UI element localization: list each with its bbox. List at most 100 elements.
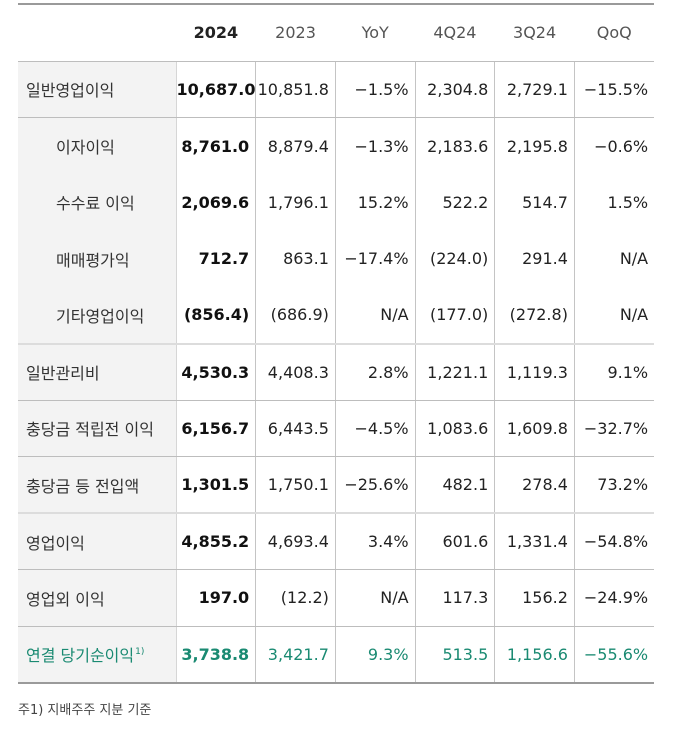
cell-2023: 1,750.1 <box>255 456 336 514</box>
footnote-marker: 1) <box>135 647 145 657</box>
header-label-cell <box>18 3 176 62</box>
cell-2024: 2,069.6 <box>181 192 250 212</box>
cell-4q24: 482.1 <box>414 456 495 514</box>
cell-yoy: −17.4% <box>334 230 416 287</box>
cell-3q24: 291.4 <box>494 230 575 287</box>
row-label: 수수료 이익 <box>18 174 177 231</box>
cell-4q24: 2,304.8 <box>414 61 495 118</box>
cell-2024: 8,761.0 <box>181 136 250 156</box>
cell-yoy: 9.3% <box>334 626 416 684</box>
cell-2024: 4,530.3 <box>176 343 256 401</box>
cell-qoq: −15.5% <box>573 61 655 118</box>
cell-2023: 6,443.5 <box>255 400 336 457</box>
cell-2023: 4,408.3 <box>255 343 336 401</box>
table-row: 영업이익 4,855.2 4,693.4 3.4% 601.6 1,331.4 … <box>18 513 655 570</box>
cell-4q24: (177.0) <box>414 287 495 345</box>
cell-4q24: (224.0) <box>414 230 495 287</box>
cell-yoy: N/A <box>334 287 416 345</box>
financial-summary-table: 2024 2023 YoY 4Q24 3Q24 QoQ 일반영업이익 10,68… <box>18 3 655 684</box>
cell-3q24: 1,119.3 <box>494 343 575 401</box>
row-label: 매매평가익 <box>18 230 177 287</box>
cell-yoy: 2.8% <box>334 343 416 401</box>
cell-4q24: 601.6 <box>414 513 495 570</box>
cell-4q24: 1,221.1 <box>414 343 495 401</box>
cell-3q24: 156.2 <box>494 569 575 627</box>
cell-yoy: N/A <box>334 569 416 627</box>
table-row: 영업외 이익 197.0 (12.2) N/A 117.3 156.2 −24.… <box>18 569 655 627</box>
cell-2024: 10,687.0 <box>176 61 256 118</box>
cell-2023: (12.2) <box>255 569 336 627</box>
header-2023: 2023 <box>255 3 336 62</box>
footnote: 주1) 지배주주 지분 기준 <box>18 703 152 718</box>
table-row: 이자이익 8,761.0 8,879.4 −1.3% 2,183.6 2,195… <box>18 117 655 174</box>
row-label: 기타영업이익 <box>18 287 177 345</box>
cell-yoy: −25.6% <box>334 456 416 514</box>
cell-2024: 3,738.8 <box>176 626 256 684</box>
cell-2024: 6,156.7 <box>176 400 256 457</box>
cell-3q24: 1,156.6 <box>494 626 575 684</box>
cell-3q24: 2,195.8 <box>494 117 575 174</box>
row-label: 일반관리비 <box>18 343 177 401</box>
row-label: 이자이익 <box>18 117 177 174</box>
table-row: 일반영업이익 10,687.0 10,851.8 −1.5% 2,304.8 2… <box>18 61 655 118</box>
table-row-net-income: 연결 당기순이익1) 3,738.8 3,421.7 9.3% 513.5 1,… <box>18 626 655 684</box>
row-label: 영업이익 <box>18 513 177 570</box>
cell-qoq: 9.1% <box>573 343 655 401</box>
cell-qoq: 73.2% <box>573 456 655 514</box>
cell-qoq: −54.8% <box>573 513 655 570</box>
header-qoq: QoQ <box>574 3 655 62</box>
cell-3q24: 1,331.4 <box>494 513 575 570</box>
cell-2023: (686.9) <box>255 287 336 345</box>
cell-4q24: 1,083.6 <box>414 400 495 457</box>
cell-2024: 712.7 <box>198 249 250 269</box>
cell-yoy: −1.5% <box>334 61 416 118</box>
cell-3q24: 1,609.8 <box>494 400 575 457</box>
row-label: 연결 당기순이익1) <box>18 626 177 684</box>
cell-3q24: 514.7 <box>494 174 575 231</box>
cell-3q24: 278.4 <box>494 456 575 514</box>
row-label: 충당금 적립전 이익 <box>18 400 177 457</box>
cell-qoq: 1.5% <box>573 174 655 231</box>
row-label: 일반영업이익 <box>18 61 177 118</box>
cell-2023: 3,421.7 <box>255 626 336 684</box>
row-label: 충당금 등 전입액 <box>18 456 177 514</box>
cell-qoq: −32.7% <box>573 400 655 457</box>
cell-qoq: N/A <box>573 230 655 287</box>
cell-2023: 1,796.1 <box>255 174 336 231</box>
cell-yoy: −4.5% <box>334 400 416 457</box>
row-label: 영업외 이익 <box>18 569 177 627</box>
cell-qoq: −24.9% <box>573 569 655 627</box>
cell-yoy: −1.3% <box>334 117 416 174</box>
cell-3q24: (272.8) <box>494 287 575 345</box>
header-3q24: 3Q24 <box>494 3 575 62</box>
table-header-row: 2024 2023 YoY 4Q24 3Q24 QoQ <box>18 3 655 62</box>
row-label-text: 연결 당기순이익 <box>26 646 135 665</box>
cell-2024: 4,855.2 <box>176 513 256 570</box>
cell-2023: 4,693.4 <box>255 513 336 570</box>
table-row: 충당금 등 전입액 1,301.5 1,750.1 −25.6% 482.1 2… <box>18 456 655 514</box>
cell-qoq: −55.6% <box>573 626 655 684</box>
header-yoy: YoY <box>335 3 416 62</box>
cell-4q24: 513.5 <box>414 626 495 684</box>
cell-qoq: N/A <box>573 287 655 345</box>
cell-3q24: 2,729.1 <box>494 61 575 118</box>
header-2024: 2024 <box>176 3 256 62</box>
table-row: 수수료 이익 2,069.6 1,796.1 15.2% 522.2 514.7… <box>18 174 655 231</box>
cell-4q24: 522.2 <box>414 174 495 231</box>
cell-2024: 197.0 <box>176 569 256 627</box>
table-row: 일반관리비 4,530.3 4,408.3 2.8% 1,221.1 1,119… <box>18 343 655 401</box>
table-row: 매매평가익 712.7 863.1 −17.4% (224.0) 291.4 N… <box>18 230 655 287</box>
cell-2023: 8,879.4 <box>255 117 336 174</box>
header-4q24: 4Q24 <box>415 3 495 62</box>
table-row: 기타영업이익 (856.4) (686.9) N/A (177.0) (272.… <box>18 287 655 345</box>
cell-2024: (856.4) <box>176 287 256 345</box>
cell-2024: 1,301.5 <box>176 456 256 514</box>
cell-4q24: 2,183.6 <box>414 117 495 174</box>
cell-2023: 10,851.8 <box>255 61 336 118</box>
table-row: 충당금 적립전 이익 6,156.7 6,443.5 −4.5% 1,083.6… <box>18 400 655 457</box>
cell-yoy: 15.2% <box>334 174 416 231</box>
cell-2023: 863.1 <box>255 230 336 287</box>
cell-yoy: 3.4% <box>334 513 416 570</box>
cell-qoq: −0.6% <box>573 117 655 174</box>
cell-4q24: 117.3 <box>414 569 495 627</box>
